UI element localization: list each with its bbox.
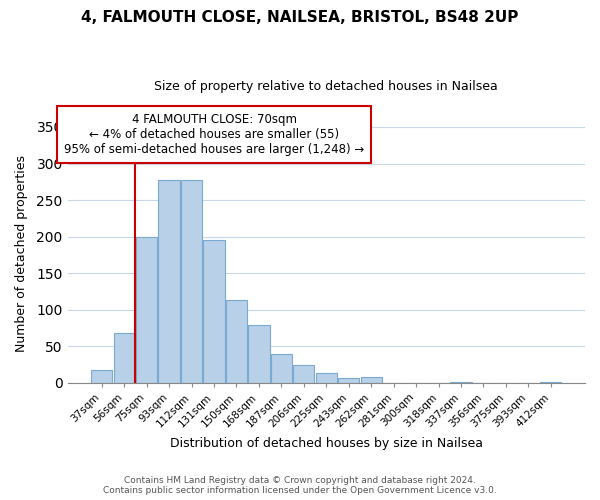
Bar [451,382,472,383]
Title: Size of property relative to detached houses in Nailsea: Size of property relative to detached ho… [154,80,498,93]
Text: 4, FALMOUTH CLOSE, NAILSEA, BRISTOL, BS48 2UP: 4, FALMOUTH CLOSE, NAILSEA, BRISTOL, BS4… [82,10,518,25]
Bar [91,370,112,383]
Bar [271,354,292,383]
Text: Contains HM Land Registry data © Crown copyright and database right 2024.
Contai: Contains HM Land Registry data © Crown c… [103,476,497,495]
Y-axis label: Number of detached properties: Number of detached properties [15,154,28,352]
Bar [226,300,247,383]
Bar [316,372,337,383]
Text: 4 FALMOUTH CLOSE: 70sqm
← 4% of detached houses are smaller (55)
95% of semi-det: 4 FALMOUTH CLOSE: 70sqm ← 4% of detached… [64,113,364,156]
Bar [203,240,224,383]
X-axis label: Distribution of detached houses by size in Nailsea: Distribution of detached houses by size … [170,437,483,450]
Bar [181,180,202,383]
Bar [293,365,314,383]
Bar [113,333,135,383]
Bar [136,236,157,383]
Bar [338,378,359,383]
Bar [361,377,382,383]
Bar [540,382,562,383]
Bar [248,325,269,383]
Bar [158,180,180,383]
